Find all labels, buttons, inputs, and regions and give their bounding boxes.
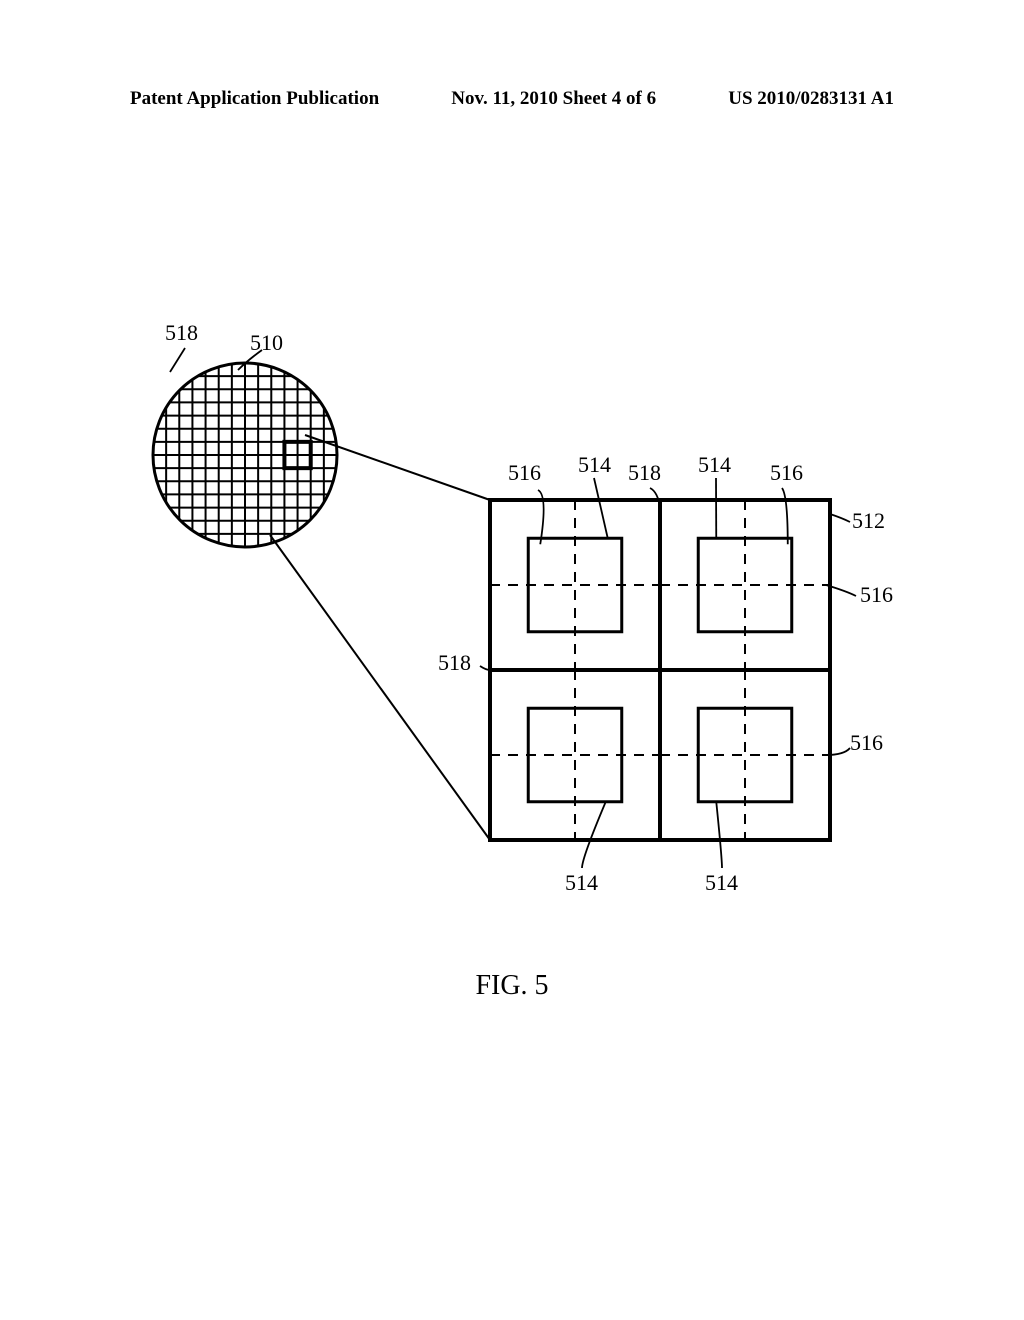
figure-label: FIG. 5: [0, 970, 1024, 1002]
ref-516-br: 516: [850, 730, 883, 756]
header-left: Patent Application Publication: [130, 88, 379, 110]
ref-516-tr: 516: [770, 460, 803, 486]
figure-5: 518 510 516 514 518 514 516 512 516 518 …: [150, 360, 910, 880]
ref-518-l: 518: [438, 650, 471, 676]
ref-510: 510: [250, 330, 283, 356]
ref-514-t1: 514: [578, 452, 611, 478]
ref-514-b1: 514: [565, 870, 598, 896]
ref-518-tm: 518: [628, 460, 661, 486]
ref-512: 512: [852, 508, 885, 534]
header-center: Nov. 11, 2010 Sheet 4 of 6: [451, 88, 656, 110]
ref-516-r: 516: [860, 582, 893, 608]
header-right: US 2010/0283131 A1: [728, 88, 894, 110]
ref-514-b2: 514: [705, 870, 738, 896]
figure-svg: [150, 360, 910, 920]
ref-514-t2: 514: [698, 452, 731, 478]
ref-516-tl: 516: [508, 460, 541, 486]
ref-518-topleft: 518: [165, 320, 198, 346]
